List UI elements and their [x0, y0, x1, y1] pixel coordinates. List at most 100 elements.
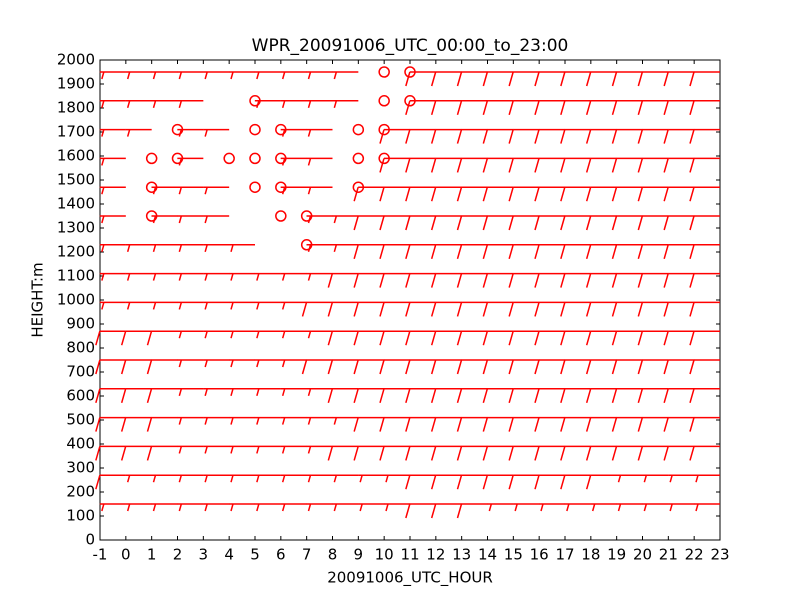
wind-barb: [668, 503, 695, 512]
barb-part: [256, 71, 260, 80]
wind-barb: [306, 330, 333, 339]
wind-barb: [229, 359, 255, 368]
barb-part: [456, 446, 463, 461]
barb-part: [669, 503, 673, 512]
y-tick-label: 1300: [57, 219, 95, 237]
barb-part: [637, 71, 644, 87]
barb-part: [281, 474, 286, 483]
barb-part: [152, 244, 157, 253]
wind-barb: [332, 474, 359, 483]
wind-barb: [560, 215, 591, 231]
wind-barb: [637, 272, 669, 288]
barb-part: [514, 503, 518, 512]
wind-barb: [508, 330, 540, 346]
barb-part: [307, 244, 312, 253]
wind-barb: [301, 301, 333, 317]
barb-part: [689, 215, 695, 231]
wind-barb: [405, 359, 436, 375]
barb-part: [379, 215, 385, 231]
wind-barb: [203, 272, 230, 281]
barb-part: [327, 330, 334, 346]
barb-part: [204, 474, 208, 483]
barb-part: [430, 417, 437, 432]
wind-barb: [585, 100, 617, 116]
barb-part: [152, 71, 157, 80]
plot-frame: [99, 59, 721, 541]
wind-barb: [663, 388, 695, 404]
barb-part: [456, 71, 463, 87]
wind-barb: [353, 388, 385, 404]
wind-barb: [306, 244, 333, 253]
barb-part: [327, 388, 334, 404]
barb-part: [508, 417, 514, 432]
wind-barb: [585, 186, 617, 202]
wind-barb: [611, 359, 643, 375]
barb-part: [353, 330, 359, 346]
wind-barb: [120, 359, 152, 375]
wind-barb: [534, 359, 565, 375]
wind-barb: [637, 388, 669, 404]
barb-part: [456, 302, 463, 317]
wind-barb: [482, 474, 514, 490]
barb-part: [126, 503, 131, 512]
barb-part: [591, 503, 596, 512]
barb-part: [456, 215, 463, 231]
wind-barb: [99, 503, 126, 512]
barb-part: [456, 474, 463, 490]
barb-part: [663, 100, 669, 116]
barb-part: [204, 330, 208, 339]
barb-part: [146, 388, 153, 404]
barb-part: [204, 71, 208, 80]
wind-barb: [99, 128, 126, 137]
barb-part: [482, 129, 489, 144]
barb-part: [560, 215, 566, 231]
barb-part: [617, 474, 622, 483]
barb-part: [560, 129, 566, 144]
wind-barb: [379, 301, 410, 317]
wind-barb: [280, 474, 307, 483]
wind-barb: [611, 445, 643, 461]
barb-part: [430, 359, 437, 375]
barb-part: [405, 186, 411, 202]
wind-barb: [254, 100, 281, 109]
y-tick-label: 700: [66, 363, 95, 381]
barb-part: [120, 330, 127, 346]
barb-part: [152, 503, 157, 512]
wind-barb: [616, 474, 643, 483]
y-tick-label: 300: [66, 459, 95, 477]
wind-barb: [151, 503, 178, 512]
barb-part: [663, 446, 669, 461]
barb-part: [256, 273, 260, 281]
barb-part: [482, 244, 489, 260]
x-tick-label: 10: [375, 546, 394, 564]
wind-barb: [663, 244, 695, 260]
wind-barb: [590, 503, 617, 512]
barb-part: [585, 446, 592, 461]
barb-part: [405, 446, 411, 461]
barb-part: [204, 417, 208, 425]
barb-part: [585, 359, 592, 375]
wind-barb: [125, 71, 152, 80]
wind-barb: [482, 71, 514, 87]
wind-barb: [637, 215, 669, 231]
wind-barb: [430, 157, 462, 173]
wind-barb: [456, 244, 488, 260]
wind-barb: [146, 359, 178, 375]
barb-part: [637, 330, 644, 346]
wind-barb: [611, 215, 643, 231]
wind-barb: [254, 330, 281, 339]
barb-part: [230, 417, 234, 425]
barb-part: [560, 273, 566, 288]
barb-part: [611, 388, 618, 404]
wind-barb: [405, 272, 436, 288]
wind-barb: [353, 416, 385, 432]
barb-part: [611, 71, 618, 87]
wind-barb: [663, 71, 695, 87]
wind-barb: [405, 186, 436, 202]
barb-part: [178, 186, 183, 195]
wind-barb: [642, 503, 669, 512]
barb-part: [482, 388, 489, 404]
barb-part: [508, 129, 514, 144]
wind-barb: [663, 128, 695, 144]
wind-barb: [384, 474, 410, 483]
